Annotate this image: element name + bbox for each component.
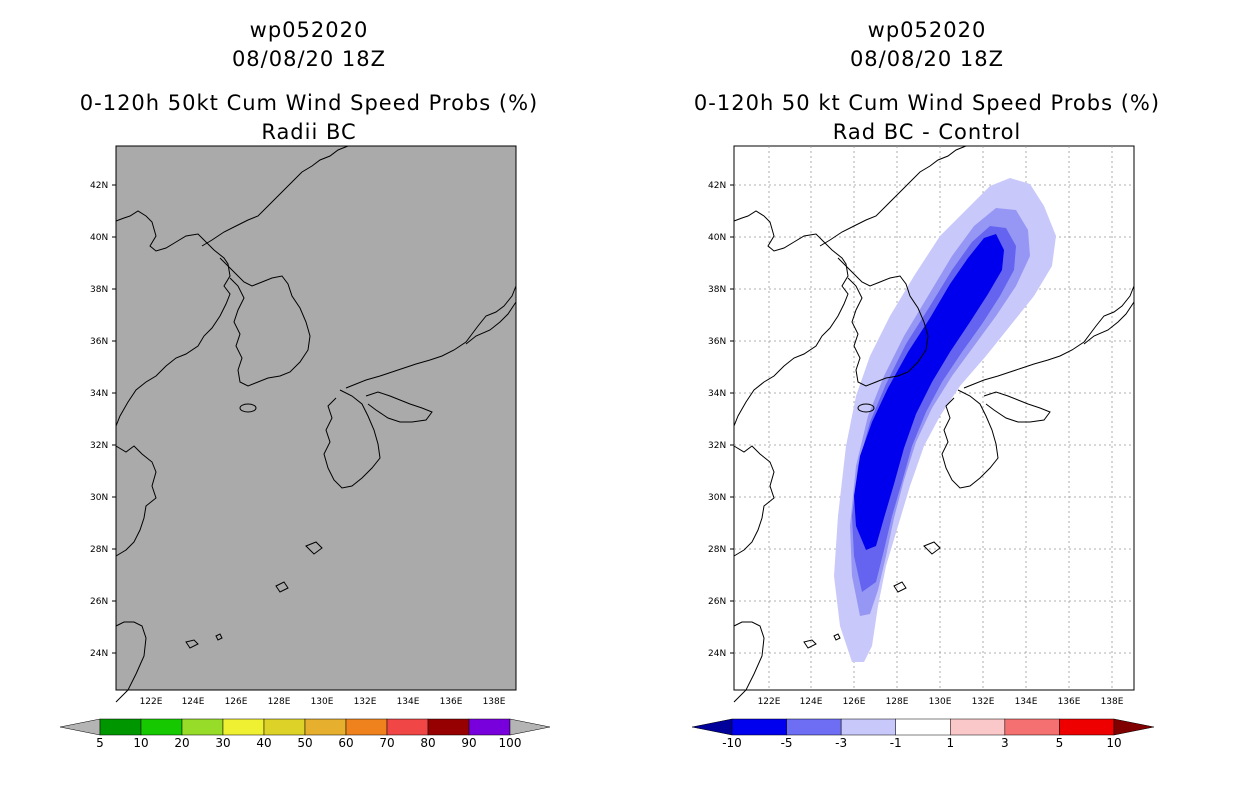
left-colorbar-segment [468,718,511,736]
left-colorbar-segment [304,718,347,736]
right-lat-label: 28N [708,545,726,555]
left-colorbar-segment [181,718,224,736]
right-lon-axis: 122E 124E 126E 128E 130E 132E 134E 136E … [758,697,1124,707]
left-subtitle: Radii BC [261,120,357,144]
right-colorbar-segment [895,718,951,736]
right-colorbar-segment [786,718,842,736]
left-colorbar-segment [140,718,183,736]
right-init-time: 08/08/20 18Z [849,47,1005,71]
left-colorbar-label: 80 [420,736,435,750]
left-lat-label: 28N [90,545,108,555]
right-lon-label: 132E [972,697,995,707]
right-storm-id: wp052020 [867,18,987,42]
left-lat-label: 34N [90,389,108,399]
right-product-title: 0-120h 50 kt Cum Wind Speed Probs (%) [693,91,1161,115]
left-colorbar-under-arrow [59,718,101,736]
left-colorbar-segment [427,718,470,736]
right-lon-label: 122E [758,697,781,707]
left-lat-label: 24N [90,649,108,659]
right-lat-label: 26N [708,597,726,607]
left-colorbar-segment [99,718,142,736]
right-colorbar-under-arrow [691,718,733,736]
left-storm-id: wp052020 [249,18,369,42]
right-colorbar-label: -5 [781,736,793,750]
left-colorbar-label: 5 [96,736,104,750]
right-colorbar-label: -3 [835,736,847,750]
right-lat-label: 38N [708,285,726,295]
left-colorbar-over-arrow [509,718,551,736]
right-lon-label: 138E [1101,697,1124,707]
left-lon-label: 134E [397,697,420,707]
left-lat-label: 38N [90,285,108,295]
left-colorbar-segment [263,718,306,736]
contour-band-dark [852,226,1016,592]
left-colorbar-segment [222,718,265,736]
left-colorbar-label: 60 [338,736,353,750]
right-colorbar-segment [950,718,1006,736]
left-lon-label: 122E [140,697,163,707]
left-lon-label: 138E [483,697,506,707]
left-lat-label: 40N [90,233,108,243]
left-colorbar-label: 30 [215,736,230,750]
left-colorbar-label: 20 [174,736,189,750]
left-lon-label: 124E [182,697,205,707]
left-lat-label: 36N [90,337,108,347]
right-colorbar: -10 -5 -3 -1 1 3 5 10 [691,718,1155,750]
right-colorbar-segment [1059,718,1115,736]
right-lon-label: 124E [800,697,823,707]
left-panel: wp052020 08/08/20 18Z 0-120h 50kt Cum Wi… [59,18,551,750]
right-lat-label: 42N [708,181,726,191]
left-colorbar-label: 10 [133,736,148,750]
left-lon-label: 130E [311,697,334,707]
left-lat-axis: 42N 40N 38N 36N 34N 32N 30N 28N 26N 24N [90,181,108,659]
left-init-time: 08/08/20 18Z [231,47,387,71]
right-lon-label: 136E [1058,697,1081,707]
right-colorbar-segment [731,718,787,736]
right-colorbar-over-arrow [1113,718,1155,736]
right-subtitle: Rad BC - Control [832,120,1022,144]
left-lon-label: 128E [268,697,291,707]
right-lat-label: 34N [708,389,726,399]
right-colorbar-label: 10 [1106,736,1121,750]
right-panel: wp052020 08/08/20 18Z 0-120h 50 kt Cum W… [618,0,1236,800]
left-colorbar-label: 90 [461,736,476,750]
right-colorbar-segment [840,718,896,736]
left-lat-label: 30N [90,493,108,503]
left-colorbar: 5 10 20 30 40 50 60 70 80 90 100 [59,718,551,750]
right-lat-axis: 42N 40N 38N 36N 34N 32N 30N 28N 26N 24N [708,181,726,659]
right-colorbar-label: 1 [946,736,954,750]
right-lat-label: 40N [708,233,726,243]
right-colorbar-label: 3 [1001,736,1009,750]
left-product-title: 0-120h 50kt Cum Wind Speed Probs (%) [79,91,539,115]
contour-band-core [854,234,1004,550]
right-colorbar-label: 5 [1056,736,1064,750]
right-lon-label: 130E [929,697,952,707]
left-colorbar-label: 40 [256,736,271,750]
left-lon-label: 126E [225,697,248,707]
left-lon-label: 136E [440,697,463,707]
left-colorbar-segment [345,718,388,736]
right-lon-label: 128E [886,697,909,707]
right-colorbar-label: -10 [722,736,742,750]
right-colorbar-label: -1 [890,736,902,750]
right-map-svg: 42N 40N 38N 36N 34N 32N 30N 28N 26N 24N … [691,145,1155,750]
left-lon-axis: 122E 124E 126E 128E 130E 132E 134E 136E … [140,697,506,707]
right-colorbar-segment [1004,718,1060,736]
left-lat-label: 42N [90,181,108,191]
right-lat-label: 30N [708,493,726,503]
left-map-background [115,145,517,691]
left-map-svg: 42N 40N 38N 36N 34N 32N 30N 28N 26N 24N … [59,145,551,750]
left-colorbar-label: 50 [297,736,312,750]
left-lon-label: 132E [354,697,377,707]
right-lat-label: 24N [708,649,726,659]
right-lat-label: 36N [708,337,726,347]
left-lat-label: 26N [90,597,108,607]
right-lon-label: 134E [1015,697,1038,707]
right-lon-label: 126E [843,697,866,707]
left-colorbar-label: 100 [499,736,522,750]
left-colorbar-label: 70 [379,736,394,750]
left-lat-label: 32N [90,441,108,451]
right-lat-label: 32N [708,441,726,451]
left-colorbar-segment [386,718,429,736]
